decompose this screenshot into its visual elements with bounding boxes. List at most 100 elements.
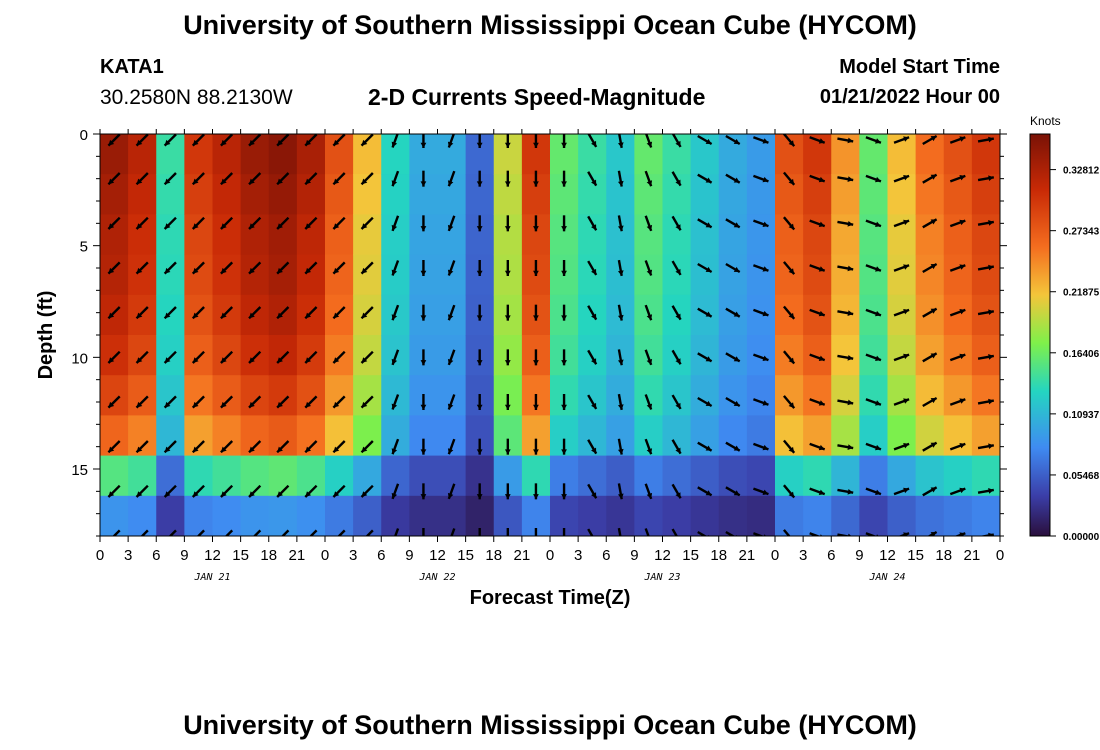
current-arrow — [533, 215, 539, 232]
y-tick-label: 0 — [80, 127, 88, 144]
current-arrow — [476, 483, 483, 500]
arrow-head — [136, 267, 143, 274]
arrow-head — [618, 538, 624, 544]
arrow-head — [504, 494, 511, 500]
current-arrow — [533, 438, 539, 455]
arrow-head — [249, 312, 255, 319]
current-arrow — [697, 396, 713, 408]
heatmap-cell — [775, 294, 804, 336]
current-arrow — [922, 352, 938, 363]
current-arrow — [107, 134, 121, 147]
current-arrow — [617, 527, 624, 544]
arrow-head — [108, 491, 115, 497]
x-tick-label: 9 — [855, 547, 863, 564]
current-arrow — [893, 442, 910, 451]
current-arrow — [922, 486, 938, 497]
current-arrow — [135, 306, 149, 320]
x-tick-label: 9 — [405, 547, 413, 564]
arrow-head — [591, 537, 596, 543]
current-arrow — [447, 260, 456, 276]
heatmap-cell — [100, 214, 129, 256]
arrow-head — [305, 357, 312, 363]
heatmap-cell — [381, 415, 410, 457]
arrow-head — [249, 267, 255, 274]
arrow-head — [646, 448, 653, 455]
arrow-head — [164, 267, 171, 274]
current-arrow — [533, 349, 539, 366]
arrow-head — [646, 492, 653, 499]
colorbar-tick-label: 0.16406 — [1063, 349, 1100, 360]
heatmap-cell — [887, 455, 917, 497]
current-arrow — [865, 308, 882, 317]
current-arrow — [107, 261, 121, 275]
heatmap-cell — [915, 415, 945, 457]
arrow-head — [988, 443, 994, 450]
heatmap-cell — [184, 375, 214, 416]
arrow-shaft — [224, 529, 234, 536]
arrow-head — [361, 357, 368, 363]
heatmap-cell — [353, 495, 382, 536]
arrow-head — [818, 400, 825, 406]
colorbar — [1029, 133, 1051, 537]
station-coordinates: 30.2580N 88.2130W — [100, 86, 293, 109]
heatmap-cell — [325, 495, 354, 536]
arrow-head — [533, 181, 539, 187]
arrow-head — [930, 532, 937, 536]
current-arrow — [476, 394, 483, 410]
current-arrow — [220, 261, 234, 275]
arrow-head — [762, 138, 769, 144]
day-label: JAN 22 — [418, 572, 455, 583]
arrow-head — [420, 404, 427, 410]
heatmap-cell — [718, 335, 748, 376]
day-label: JAN 21 — [193, 572, 230, 583]
heatmap-cell — [803, 335, 832, 376]
arrow-head — [591, 313, 597, 320]
colorbar-ticks: 0.00000 0.05468 0.10937 0.16406 0.21875 0.273… — [1050, 166, 1100, 543]
current-arrow — [809, 353, 826, 362]
arrow-head — [533, 315, 539, 321]
x-axis-label: Forecast Time(Z) — [470, 587, 631, 609]
arrow-head — [164, 401, 171, 408]
arrow-head — [903, 309, 910, 315]
current-arrow — [587, 439, 598, 455]
current-arrow — [420, 215, 427, 232]
arrow-head — [705, 266, 712, 272]
arrow-head — [818, 266, 825, 272]
current-arrow — [697, 173, 713, 184]
current-arrow — [562, 528, 566, 536]
station-id: KATA1 — [100, 56, 164, 78]
current-arrow — [191, 350, 205, 364]
current-arrow — [220, 172, 234, 186]
x-tick-label: 6 — [827, 547, 835, 564]
heatmap-cell — [859, 375, 889, 416]
current-arrow — [644, 394, 653, 410]
arrow-head — [903, 443, 910, 449]
heatmap-cell — [746, 214, 776, 256]
arrow-head — [959, 487, 966, 494]
arrow-head — [903, 532, 910, 536]
current-arrow — [248, 395, 262, 409]
arrow-head — [277, 223, 283, 229]
heatmap-cell — [100, 254, 129, 296]
heatmap-cell — [578, 495, 607, 536]
arrow-head — [988, 398, 994, 405]
x-tick-label: 9 — [630, 547, 638, 564]
current-arrow — [447, 394, 456, 410]
current-arrow — [391, 349, 400, 366]
arrow-head — [420, 449, 427, 455]
current-arrow — [617, 349, 624, 366]
current-arrow — [783, 171, 796, 186]
current-arrow — [697, 262, 713, 274]
arrow-head — [675, 492, 681, 499]
current-arrow — [753, 308, 769, 317]
heatmap-cell — [606, 495, 635, 536]
heatmap-cell — [184, 294, 214, 336]
heatmap-cell — [240, 415, 270, 457]
arrow-head — [646, 358, 653, 365]
arrow-head — [110, 535, 111, 536]
current-arrow — [587, 134, 598, 148]
arrow-head — [591, 140, 597, 147]
current-arrow — [248, 484, 262, 498]
arrow-head — [646, 314, 653, 321]
heatmap-cell — [128, 415, 157, 457]
